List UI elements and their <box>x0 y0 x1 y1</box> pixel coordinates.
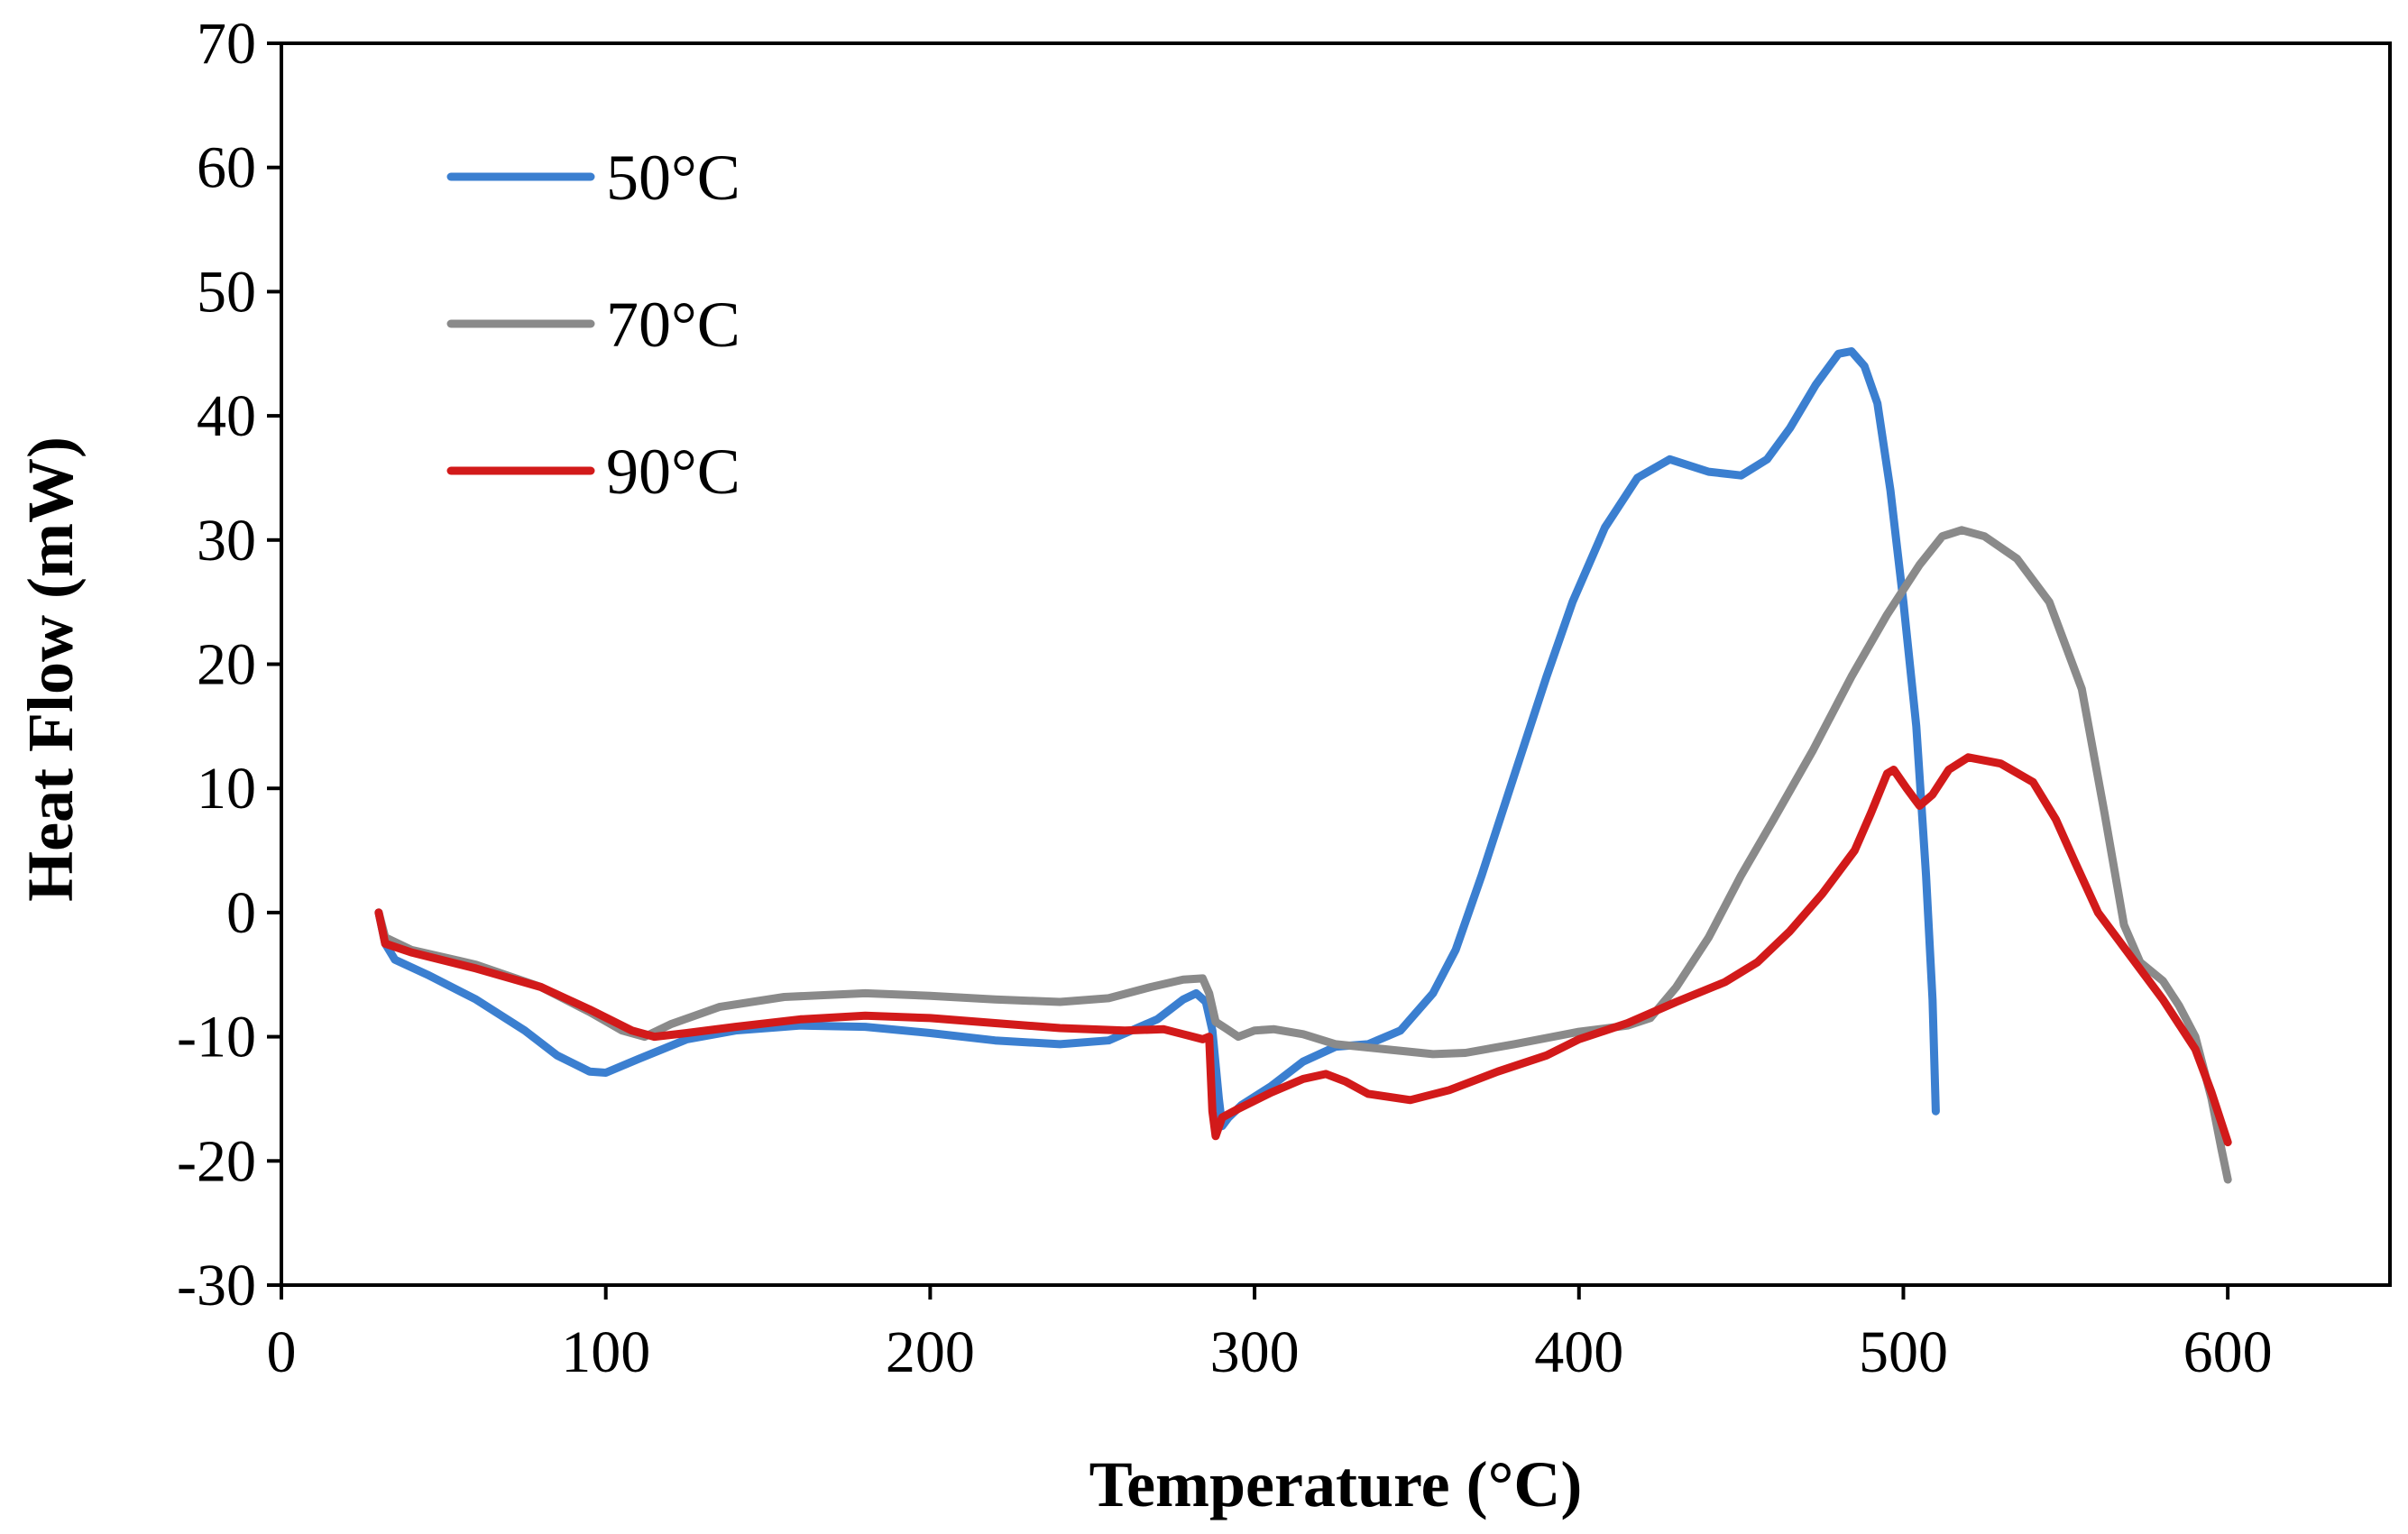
x-tick-label: 600 <box>2183 1319 2273 1385</box>
y-tick-label: 10 <box>197 756 256 822</box>
y-tick-label: -20 <box>177 1128 256 1194</box>
y-tick-label: 50 <box>197 259 256 325</box>
series-line-3 <box>374 753 2232 1147</box>
x-tick-label: 200 <box>886 1319 975 1385</box>
x-tick-label: 400 <box>1534 1319 1623 1385</box>
x-tick-label: 500 <box>1859 1319 1948 1385</box>
legend-label-2: 70°C <box>606 289 740 361</box>
y-tick-label: 20 <box>197 632 256 698</box>
y-tick-label: 70 <box>197 11 256 77</box>
y-tick-label: 60 <box>197 135 256 201</box>
x-tick-label: 300 <box>1210 1319 1300 1385</box>
x-axis-title: Temperature (°C) <box>1089 1448 1583 1520</box>
series-line-1 <box>374 347 1940 1131</box>
axes: -30 -20 -10 0 10 20 30 40 50 60 70 0 100 200 300 400 500… <box>177 11 2273 1385</box>
y-tick-label: 40 <box>197 383 256 449</box>
legend-label-1: 50°C <box>606 142 740 214</box>
legend-label-3: 90°C <box>606 436 740 508</box>
y-tick-label: 0 <box>226 880 256 946</box>
series-lines <box>374 347 2232 1184</box>
x-tick-label: 0 <box>267 1319 297 1385</box>
y-tick-label: -10 <box>177 1005 256 1070</box>
series-line-2 <box>374 526 2232 1184</box>
y-tick-label: -30 <box>177 1253 256 1318</box>
legend: 50°C 70°C 90°C <box>446 142 740 508</box>
x-tick-label: 100 <box>561 1319 650 1385</box>
y-axis-title: Heat Flow (mW) <box>14 436 87 902</box>
y-tick-label: 30 <box>197 508 256 574</box>
